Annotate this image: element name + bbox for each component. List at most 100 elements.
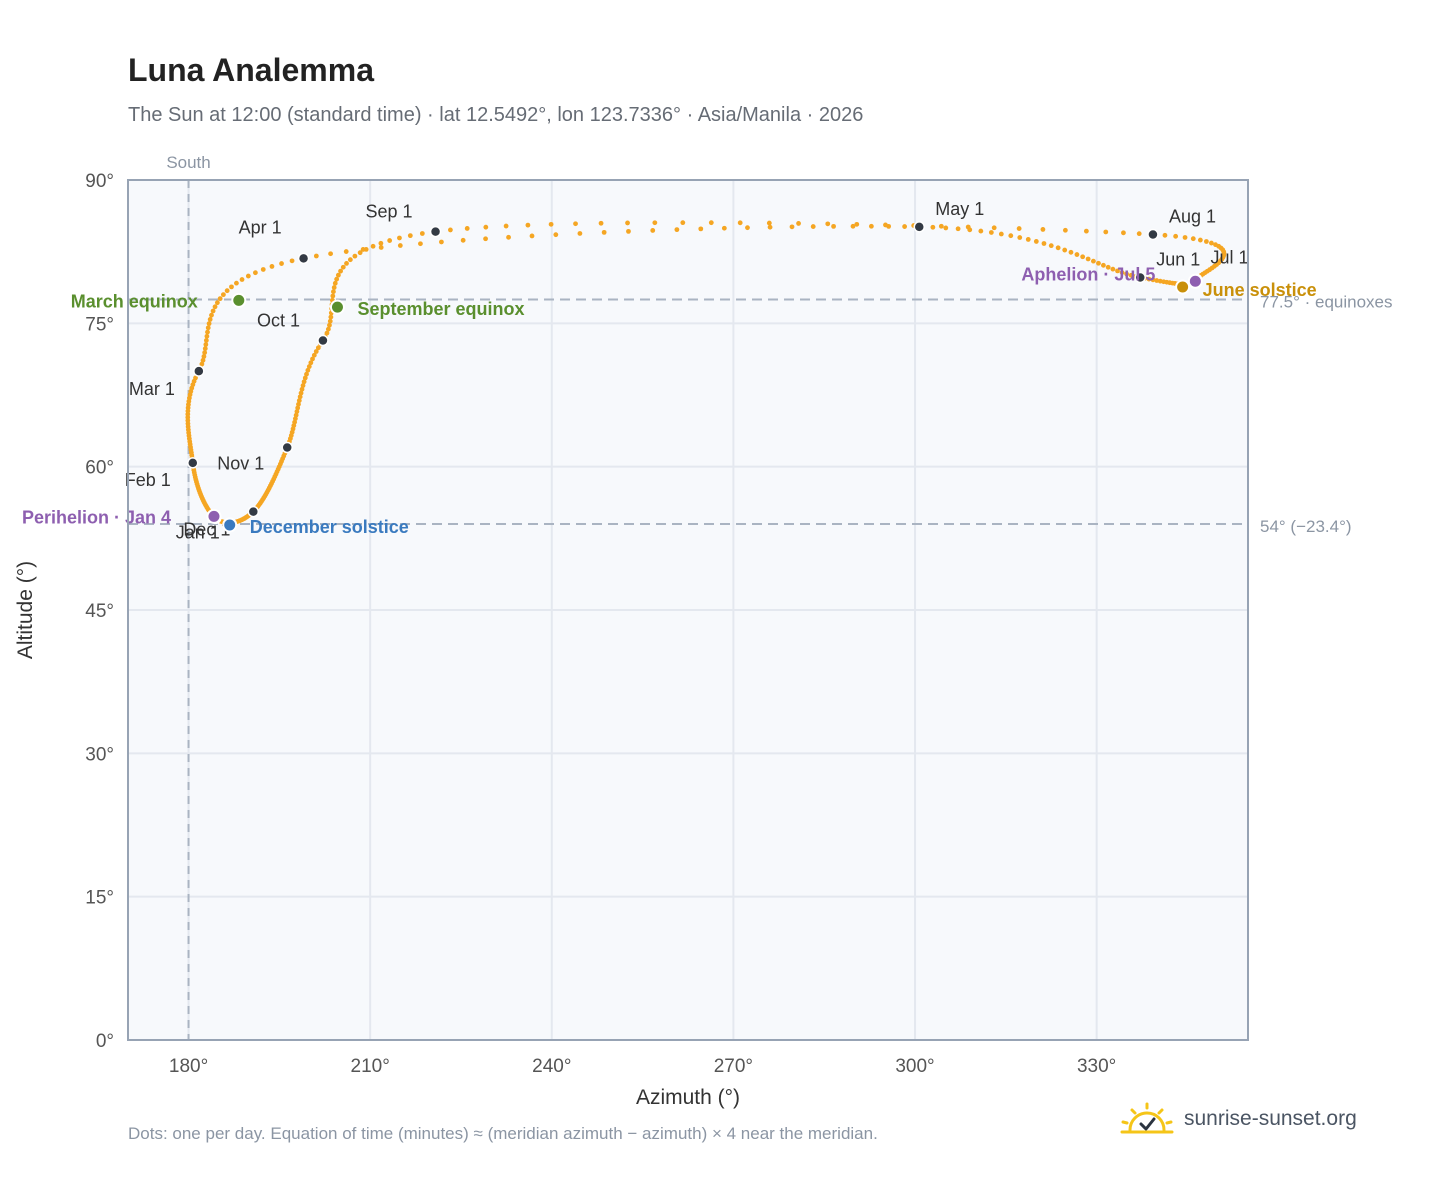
daily-dot (1062, 247, 1068, 253)
daily-dot (204, 333, 210, 339)
daily-dot (378, 245, 384, 250)
daily-dot (357, 250, 363, 256)
daily-dot (601, 229, 607, 235)
daily-dot (338, 268, 343, 274)
daily-dot (1146, 276, 1152, 282)
special-point-marker (222, 517, 238, 533)
daily-dot (363, 246, 369, 252)
x-tick-label: 300° (895, 1056, 934, 1077)
daily-dot (506, 234, 511, 240)
daily-dot (674, 227, 680, 233)
y-tick-label: 45° (85, 601, 114, 622)
daily-dot (343, 249, 349, 254)
daily-dot (810, 224, 816, 229)
daily-dot (206, 321, 212, 327)
daily-dot (1041, 241, 1047, 246)
daily-dot (625, 220, 630, 226)
daily-dot (943, 225, 949, 231)
daily-dot (796, 221, 801, 226)
y-tick-label: 0° (96, 1031, 114, 1052)
daily-dot (253, 270, 258, 276)
daily-dot (220, 292, 226, 298)
x-tick-label: 330° (1077, 1056, 1116, 1077)
y-axis-label: Altitude (°) (14, 561, 37, 659)
daily-dot (883, 222, 888, 228)
month-label: Jun 1 (1156, 249, 1200, 269)
brand-logo[interactable]: sunrise-sunset.org (1120, 1102, 1357, 1136)
daily-dot (1008, 233, 1014, 239)
month-label: Sep 1 (366, 202, 413, 222)
daily-dot (1150, 277, 1156, 283)
daily-dot (577, 231, 583, 236)
daily-dot (310, 356, 315, 362)
daily-dot (209, 312, 214, 318)
daily-dot (652, 220, 658, 226)
x-axis-label: Azimuth (°) (636, 1086, 740, 1109)
month-marker (297, 252, 310, 265)
daily-dot (525, 222, 531, 228)
month-marker (1134, 271, 1146, 284)
daily-dot (328, 251, 333, 257)
daily-dot (1203, 239, 1209, 244)
daily-dot (448, 227, 453, 233)
x-tick-label: 180° (169, 1056, 208, 1077)
daily-dot (965, 224, 971, 230)
daily-dot (1110, 266, 1116, 272)
daily-dot (302, 375, 308, 381)
daily-dot (721, 225, 727, 231)
daily-dot (308, 360, 314, 366)
daily-dot (1017, 235, 1023, 240)
daily-dot (289, 258, 295, 264)
daily-dot (1101, 262, 1106, 268)
daily-dot (334, 276, 340, 282)
daily-dot (330, 293, 336, 299)
daily-dot (1121, 230, 1126, 236)
daily-dot (347, 257, 353, 263)
month-label: Oct 1 (257, 311, 300, 331)
daily-dot (331, 285, 337, 290)
y-tick-label: 90° (85, 171, 114, 192)
daily-dot (301, 379, 307, 385)
daily-dot (766, 220, 772, 226)
y-tick-label: 75° (85, 314, 114, 335)
daily-dot (1209, 240, 1214, 246)
daily-dot (297, 394, 303, 400)
daily-dot (1025, 237, 1031, 242)
daily-dot (598, 220, 604, 226)
daily-dot (335, 272, 341, 278)
daily-dot (825, 221, 831, 227)
daily-dot (224, 288, 230, 294)
daily-dot (269, 264, 275, 269)
daily-dot (352, 253, 358, 259)
daily-dot (1062, 227, 1068, 233)
daily-dot (1128, 272, 1134, 278)
special-point-label: Perihelion · Jan 4 (22, 507, 171, 527)
daily-dot (1190, 236, 1196, 242)
daily-dot (203, 342, 209, 347)
month-label: Nov 1 (217, 454, 264, 474)
daily-dot (299, 386, 305, 392)
daily-dot (868, 223, 874, 229)
daily-dot (332, 280, 338, 286)
daily-dot (988, 230, 994, 235)
daily-dot (239, 277, 245, 282)
daily-dot (327, 318, 333, 324)
daily-dot (573, 221, 578, 227)
daily-dot (207, 316, 213, 322)
special-point-label: September equinox (357, 299, 524, 319)
daily-dot (1096, 260, 1101, 266)
daily-dot (344, 261, 349, 266)
daily-dot (1136, 231, 1142, 237)
daily-dot (217, 296, 223, 302)
month-marker (193, 365, 205, 377)
daily-dot (214, 300, 220, 306)
daily-dot (210, 308, 216, 314)
daily-dot (553, 232, 559, 238)
daily-dot (300, 383, 306, 388)
daily-dot (1055, 245, 1061, 251)
daily-dot (199, 361, 205, 367)
special-point-label: June solstice (1203, 280, 1317, 300)
y-tick-label: 60° (85, 458, 114, 479)
daily-dot (1119, 270, 1125, 275)
